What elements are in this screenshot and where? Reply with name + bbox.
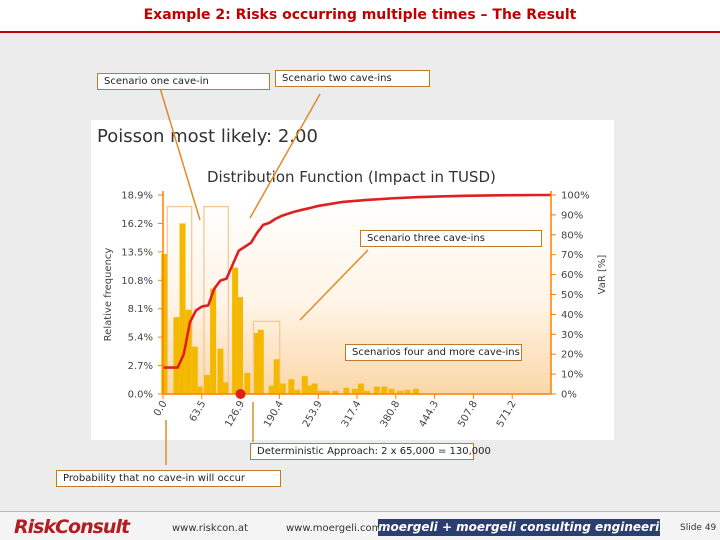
y2-tick-label: 40%: [561, 310, 583, 321]
y2-tick-label: 0%: [561, 390, 577, 401]
bar: [311, 383, 318, 394]
bar: [210, 288, 217, 394]
bar: [222, 382, 229, 394]
bar: [397, 390, 404, 394]
y2-tick-label: 60%: [561, 270, 583, 281]
x-tick-label: 317.4: [340, 399, 364, 429]
x-tick-label: 571.2: [495, 399, 519, 429]
callout-scenario-four: Scenarios four and more cave-ins: [345, 344, 522, 361]
y-tick-label: 0.0%: [128, 390, 153, 401]
bar: [388, 388, 395, 394]
bar: [306, 385, 313, 394]
bar: [373, 386, 380, 394]
x-tick-label: 380.8: [379, 399, 403, 429]
bar: [404, 389, 411, 394]
bar: [273, 359, 280, 394]
chart-heading: Poisson most likely: 2.00: [97, 126, 318, 147]
bar: [323, 390, 330, 394]
bar: [364, 390, 371, 394]
bar: [196, 386, 203, 394]
y-axis-label: Relative frequency: [103, 248, 114, 342]
callout-scenario-one: Scenario one cave-in: [97, 73, 270, 90]
footer-rule: [0, 511, 720, 512]
y-tick-label: 18.9%: [121, 191, 153, 202]
bar: [357, 383, 364, 394]
bar: [288, 379, 295, 394]
chart-title: Distribution Function (Impact in TUSD): [207, 168, 496, 186]
y2-tick-label: 70%: [561, 250, 583, 261]
y2-tick-label: 80%: [561, 230, 583, 241]
slide-number: Slide 49: [680, 523, 717, 533]
x-tick-label: 253.9: [301, 399, 325, 429]
callout-scenario-three: Scenario three cave-ins: [360, 230, 542, 247]
y-tick-label: 16.2%: [121, 219, 153, 230]
x-tick-label: 190.4: [262, 399, 286, 429]
bar: [381, 386, 388, 394]
y2-tick-label: 50%: [561, 290, 583, 301]
bar: [268, 385, 275, 394]
y2-tick-label: 90%: [561, 210, 583, 221]
bar: [236, 297, 243, 394]
deterministic-marker: [235, 389, 246, 399]
callout-deterministic: Deterministic Approach: 2 x 65,000 = 130…: [250, 443, 491, 460]
y2-tick-label: 30%: [561, 330, 583, 341]
y-tick-label: 5.4%: [128, 333, 153, 344]
callout-scenario-two: Scenario two cave-ins: [275, 70, 430, 87]
x-tick-label: 126.9: [223, 399, 247, 429]
x-tick-label: 0.0: [152, 399, 169, 418]
moergeli-logo: moergeli + moergeli consulting engineeri…: [378, 519, 660, 536]
bar: [343, 387, 350, 394]
bar: [244, 372, 251, 394]
slide-title: Example 2: Risks occurring multiple time…: [143, 7, 577, 23]
bar: [173, 317, 180, 394]
y-tick-label: 10.8%: [121, 276, 153, 287]
y-tick-label: 2.7%: [128, 361, 153, 372]
riskconsult-logo: RiskConsult: [14, 516, 130, 538]
bar: [317, 390, 324, 394]
bar: [279, 383, 286, 394]
callout-zero-probability: Probability that no cave-in will occur: [56, 470, 281, 487]
y2-tick-label: 20%: [561, 350, 583, 361]
x-tick-label: 444.3: [417, 399, 441, 429]
chart-panel: Poisson most likely: 2.00 Distribution Fu…: [91, 120, 614, 440]
bar: [257, 329, 264, 394]
y2-axis-label: VaR [%]: [597, 255, 608, 295]
bar: [217, 348, 224, 394]
bar: [332, 390, 339, 394]
bar: [254, 332, 261, 394]
y2-tick-label: 100%: [561, 191, 590, 202]
bar: [294, 389, 301, 394]
distribution-chart: Poisson most likely: 2.00 Distribution Fu…: [97, 126, 608, 429]
bar: [191, 346, 198, 394]
y-tick-label: 13.5%: [121, 247, 153, 258]
bar: [351, 388, 358, 394]
bar: [232, 267, 239, 394]
bar: [185, 309, 192, 394]
x-tick-label: 507.8: [456, 399, 480, 429]
footer-url-moergeli[interactable]: www.moergeli.com: [286, 523, 382, 534]
bar: [161, 253, 168, 394]
footer-url-riskcon[interactable]: www.riskcon.at: [172, 523, 248, 534]
x-tick-label: 63.5: [188, 399, 209, 424]
bar: [301, 376, 308, 394]
y2-tick-label: 10%: [561, 370, 583, 381]
bar: [179, 223, 186, 394]
bar: [203, 375, 210, 394]
title-rule: [0, 31, 720, 33]
y-tick-label: 8.1%: [128, 304, 153, 315]
bar: [412, 388, 419, 394]
